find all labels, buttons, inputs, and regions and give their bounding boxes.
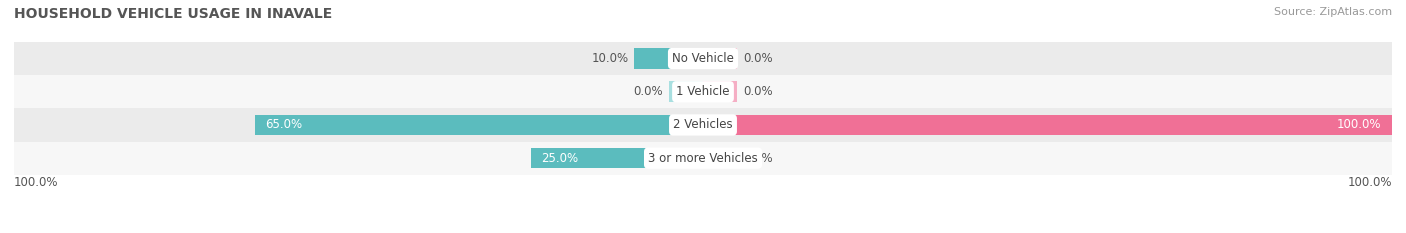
Text: 100.0%: 100.0% bbox=[1337, 118, 1382, 131]
Bar bbox=[703, 115, 1392, 135]
Bar bbox=[669, 82, 703, 102]
Bar bbox=[703, 48, 738, 69]
Bar bbox=[254, 115, 703, 135]
Text: HOUSEHOLD VEHICLE USAGE IN INAVALE: HOUSEHOLD VEHICLE USAGE IN INAVALE bbox=[14, 7, 332, 21]
Text: 10.0%: 10.0% bbox=[592, 52, 628, 65]
Text: 0.0%: 0.0% bbox=[634, 85, 664, 98]
Bar bbox=[703, 148, 738, 168]
Text: 65.0%: 65.0% bbox=[266, 118, 302, 131]
Text: No Vehicle: No Vehicle bbox=[672, 52, 734, 65]
Text: 1 Vehicle: 1 Vehicle bbox=[676, 85, 730, 98]
Bar bbox=[14, 108, 1392, 142]
Bar bbox=[634, 48, 703, 69]
Text: 0.0%: 0.0% bbox=[742, 152, 772, 165]
Bar bbox=[14, 42, 1392, 75]
Bar bbox=[531, 148, 703, 168]
Bar bbox=[14, 142, 1392, 175]
Text: Source: ZipAtlas.com: Source: ZipAtlas.com bbox=[1274, 7, 1392, 17]
Bar bbox=[14, 75, 1392, 108]
Text: 0.0%: 0.0% bbox=[742, 52, 772, 65]
Text: 3 or more Vehicles: 3 or more Vehicles bbox=[648, 152, 758, 165]
Text: 0.0%: 0.0% bbox=[742, 85, 772, 98]
Text: 25.0%: 25.0% bbox=[541, 152, 578, 165]
Text: 100.0%: 100.0% bbox=[1347, 176, 1392, 189]
Text: 2 Vehicles: 2 Vehicles bbox=[673, 118, 733, 131]
Bar bbox=[703, 82, 738, 102]
Text: 100.0%: 100.0% bbox=[14, 176, 59, 189]
